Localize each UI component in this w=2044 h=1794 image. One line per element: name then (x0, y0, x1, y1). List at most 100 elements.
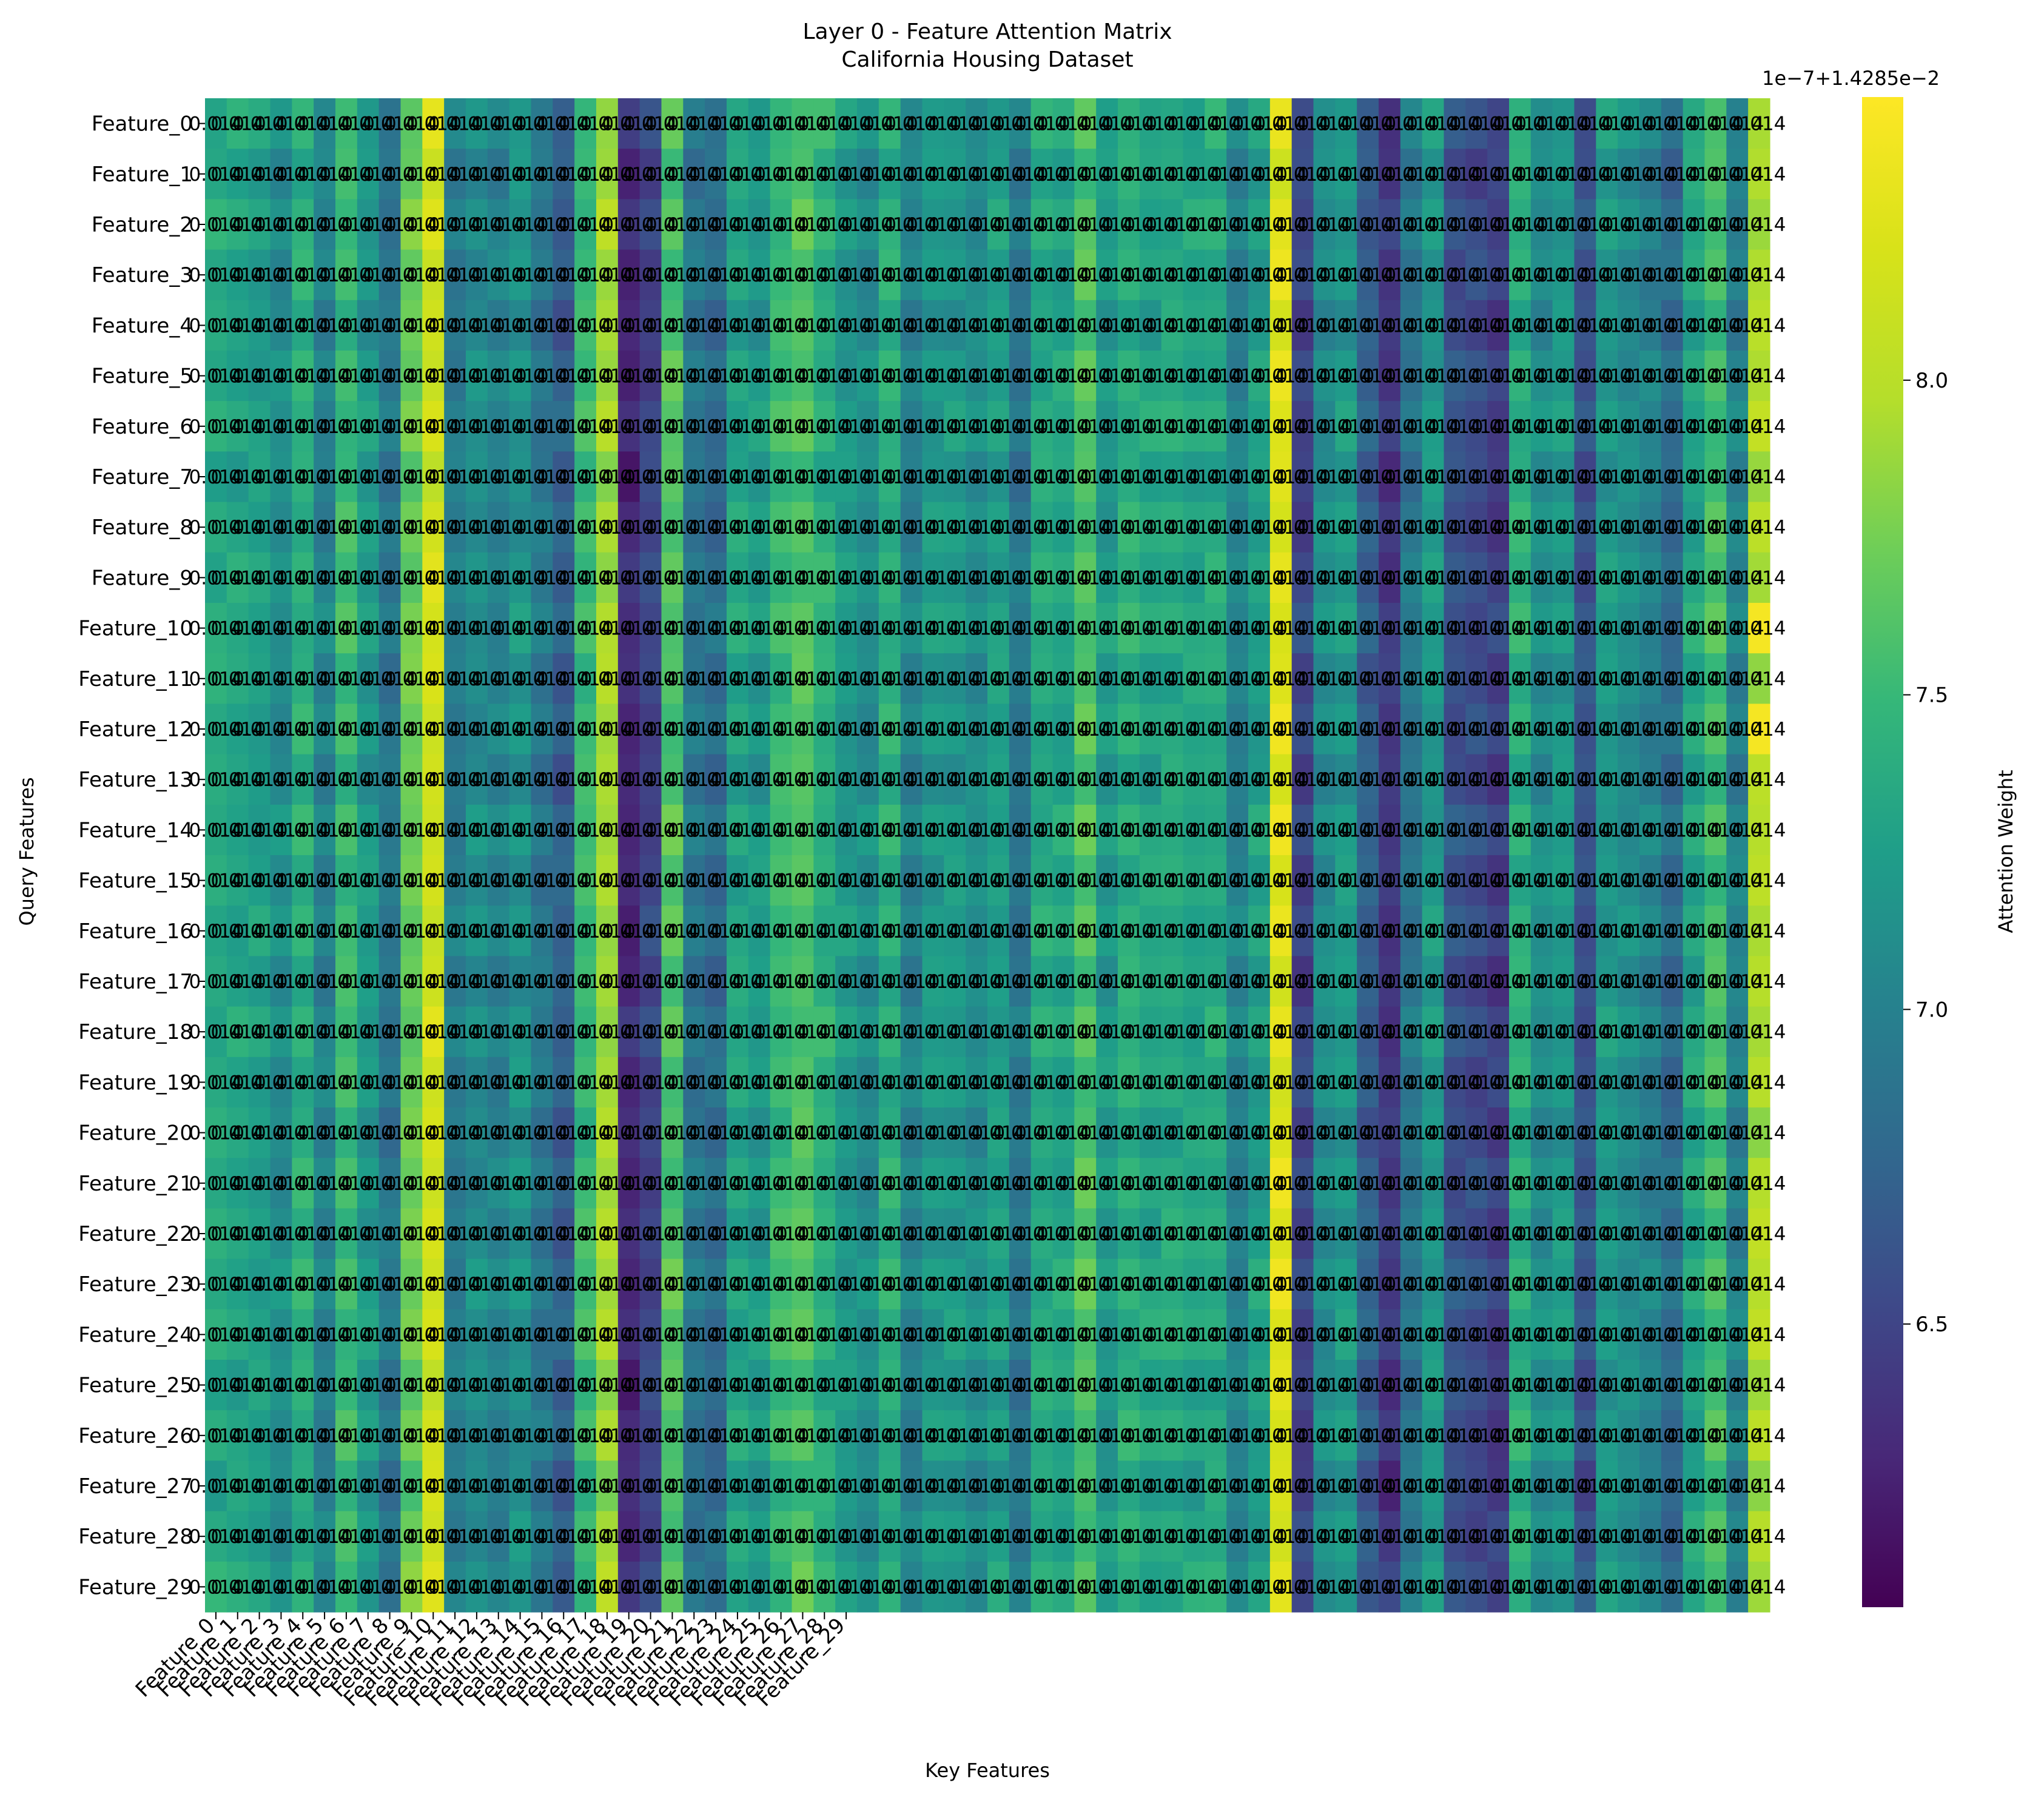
cell-value-label: 0.014 (1732, 971, 1786, 993)
heatmap-cell (705, 300, 727, 351)
heatmap-cell (553, 249, 575, 301)
heatmap-cell (1530, 502, 1553, 553)
heatmap-cell (335, 300, 358, 351)
heatmap-cell (205, 149, 227, 200)
heatmap-cell (813, 98, 836, 149)
heatmap-cell (226, 149, 249, 200)
heatmap-cell (466, 502, 488, 553)
cell-value-label: 0.014 (1732, 517, 1786, 539)
heatmap-cell (248, 199, 271, 250)
heatmap-cell (1205, 502, 1227, 553)
heatmap-cell (335, 401, 358, 452)
heatmap-cell (944, 199, 966, 250)
heatmap-cell (1313, 249, 1336, 301)
heatmap-cell (1574, 401, 1596, 452)
heatmap-cell (357, 502, 380, 553)
heatmap-cell (1530, 149, 1553, 200)
heatmap-cell (639, 451, 662, 503)
heatmap-cell (314, 249, 336, 301)
heatmap-cell (987, 300, 1010, 351)
heatmap-cell (878, 249, 901, 301)
heatmap-cell (792, 149, 814, 200)
heatmap-cell (596, 249, 619, 301)
heatmap-cell (900, 300, 923, 351)
heatmap-cell (1313, 300, 1336, 351)
heatmap-cell (270, 552, 292, 603)
heatmap-cell (1096, 451, 1118, 503)
heatmap-cell (1074, 249, 1097, 301)
heatmap-cell (617, 351, 640, 401)
y-tick-label: Feature_4 (92, 314, 193, 338)
heatmap-cell (1379, 451, 1401, 503)
heatmap-cell (1400, 351, 1423, 401)
cell-value-label: 0.014 (1732, 1274, 1786, 1295)
heatmap-cell (900, 451, 923, 503)
heatmap-cell (270, 401, 292, 452)
heatmap-cell (314, 300, 336, 351)
heatmap-cell (1139, 502, 1162, 553)
heatmap-cell (639, 149, 662, 200)
heatmap-cell (1269, 249, 1293, 301)
heatmap-cell (1726, 149, 1749, 200)
heatmap-cell (1422, 300, 1445, 351)
heatmap-cell (1748, 502, 1770, 553)
heatmap-cell (966, 249, 988, 301)
heatmap-cell (1683, 199, 1706, 250)
heatmap-cell (1530, 199, 1553, 250)
heatmap-cell (1509, 502, 1531, 553)
heatmap-cell (596, 98, 619, 149)
heatmap-cell (1661, 249, 1684, 301)
heatmap-cell (1074, 351, 1097, 401)
heatmap-cell (1704, 199, 1727, 250)
heatmap-cell (1379, 149, 1401, 200)
y-tick-label: Feature_11 (78, 667, 193, 691)
heatmap-cell (1444, 451, 1466, 503)
heatmap-cell (922, 451, 944, 503)
y-tick-label: Feature_16 (78, 919, 193, 944)
heatmap-cell (987, 502, 1010, 553)
heatmap-cell (270, 249, 292, 301)
heatmap-cell (857, 149, 879, 200)
heatmap-cell (1096, 98, 1118, 149)
cell-value-label: 0.014 (1732, 366, 1786, 388)
heatmap-cell (596, 149, 619, 200)
heatmap-cell (1639, 149, 1662, 200)
colorbar-tick-label: 8.0 (1915, 369, 1948, 393)
heatmap-cell (1335, 351, 1357, 401)
heatmap-cell (1009, 249, 1032, 301)
heatmap-cell (1530, 351, 1553, 401)
heatmap-cell (1226, 149, 1249, 200)
x-axis-label: Key Features (925, 1759, 1050, 1782)
heatmap-cell (574, 98, 597, 149)
heatmap-cell (357, 98, 380, 149)
heatmap-cell (1291, 149, 1314, 200)
heatmap-cell (531, 451, 553, 503)
heatmap-cell (509, 351, 532, 401)
heatmap-cell (1052, 351, 1075, 401)
heatmap-cell (1030, 149, 1054, 200)
heatmap-cell (1291, 451, 1314, 503)
heatmap-cell (1726, 502, 1749, 553)
heatmap-cell (705, 401, 727, 452)
heatmap-cell (248, 300, 271, 351)
heatmap-cell (835, 249, 858, 301)
heatmap-cell (661, 300, 684, 351)
heatmap-cell (314, 552, 336, 603)
heatmap-cell (1639, 401, 1662, 452)
heatmap-cell (1683, 149, 1706, 200)
heatmap-cell (727, 502, 749, 553)
heatmap-cell (1248, 401, 1271, 452)
cell-value-label: 0.014 (1732, 1123, 1786, 1144)
heatmap-cell (1618, 502, 1640, 553)
y-tick-label: Feature_0 (92, 112, 193, 136)
heatmap-cell (987, 199, 1010, 250)
heatmap-cell (444, 249, 466, 301)
heatmap-cell (378, 199, 402, 250)
heatmap-cell (1357, 451, 1379, 503)
heatmap-cell (1335, 300, 1357, 351)
heatmap-cell (205, 249, 227, 301)
heatmap-cell (813, 149, 836, 200)
heatmap-cell (878, 98, 901, 149)
cell-value-label: 0.014 (1732, 466, 1786, 488)
heatmap-cell (466, 149, 488, 200)
